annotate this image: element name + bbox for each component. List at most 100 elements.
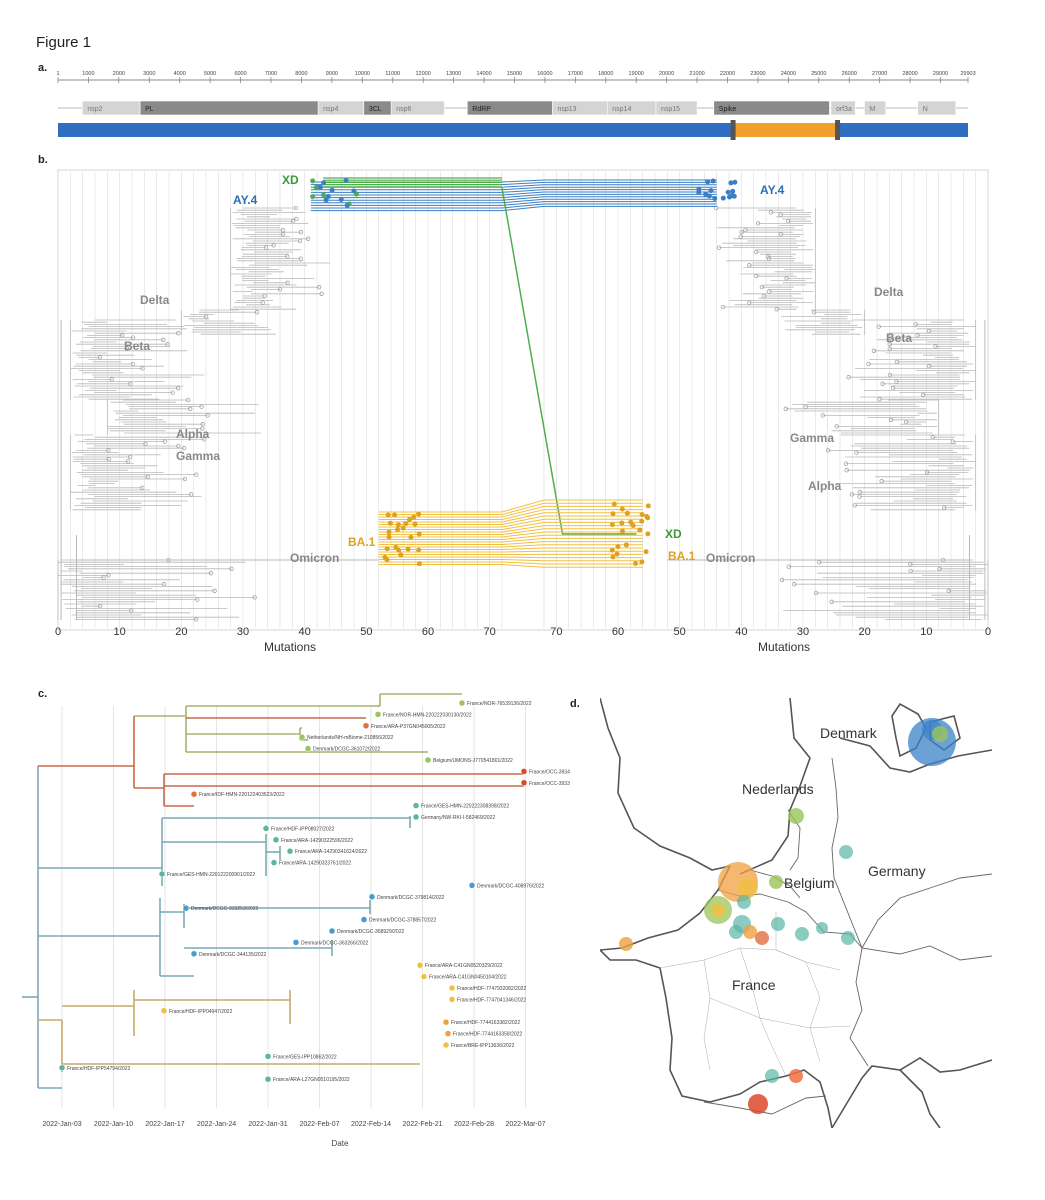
clade-tip (392, 512, 398, 518)
bubble-ges-9 (841, 931, 855, 945)
tt-tip (286, 847, 294, 855)
tt-tip (412, 802, 420, 809)
tree-tip (316, 285, 322, 290)
clade-tip (731, 193, 737, 199)
date-tick-label: 2022-Jan-17 (145, 1121, 184, 1128)
clade-label-left: Alpha (176, 427, 210, 441)
ba1-link (378, 556, 643, 559)
ruler-tick-label: 27000 (872, 71, 887, 77)
clade-tip (633, 560, 639, 566)
gene-block (917, 100, 957, 116)
tree-tip (120, 333, 125, 338)
axis-tick-left: 0 (55, 626, 61, 638)
xd-recombinant-link (501, 187, 637, 535)
tree-tip (866, 361, 871, 367)
tt-tip (362, 722, 370, 730)
tt-tip (292, 939, 300, 946)
tt-tip (468, 882, 476, 889)
clade-label-right: Beta (886, 331, 912, 345)
tree-tip (811, 310, 817, 315)
label-denmark: Denmark (820, 725, 878, 741)
tree-tip (908, 568, 913, 574)
ba1-link (378, 541, 643, 545)
tt-tip (424, 756, 432, 764)
clade-tip (639, 512, 645, 518)
date-tick-label: 2022-Feb-21 (402, 1121, 442, 1128)
tree-tip (109, 377, 114, 382)
axis-title-right: Mutations (758, 640, 810, 654)
gene-block (139, 100, 319, 116)
tree-tip (844, 468, 849, 473)
clade-tip (610, 554, 616, 560)
ruler-tick-label: 22000 (720, 71, 735, 77)
tree-tip (194, 617, 199, 622)
tt-tip (448, 984, 456, 992)
gene-label: nsp2 (87, 106, 102, 113)
axis-tick-right: 20 (859, 626, 871, 638)
axis-tick-left: 60 (422, 626, 434, 638)
tt-tip-label: France/GES-HMN-220122200901/2022 (167, 872, 255, 878)
ba1-link (378, 537, 643, 543)
tree-tip (761, 293, 766, 299)
tree-tip (747, 300, 752, 305)
clade-tip (728, 180, 734, 186)
ruler-tick-label: 14000 (476, 71, 491, 77)
tree-tip (871, 348, 877, 353)
gene-block (830, 100, 856, 116)
axis-tick-right: 60 (612, 626, 624, 638)
tree-tip (846, 375, 851, 380)
ruler-tick-label: 19000 (629, 71, 644, 77)
axis-tick-right: 50 (674, 626, 686, 638)
tree-tip (260, 300, 265, 305)
date-axis-title: Date (332, 1139, 349, 1148)
tree-tip (880, 381, 885, 386)
clade-tip (416, 531, 422, 537)
date-tick-label: 2022-Feb-28 (454, 1121, 494, 1128)
ruler-tick-label: 4000 (174, 71, 186, 77)
tree-tip (319, 291, 324, 296)
ba1-link (378, 509, 643, 520)
axis-tick-left: 40 (299, 626, 311, 638)
tt-tip (360, 916, 368, 923)
clade-tip (623, 542, 629, 548)
axis-tick-left: 20 (175, 626, 187, 638)
tree-tip (813, 590, 819, 596)
tree-tip (915, 333, 920, 338)
tree-tip (849, 492, 854, 497)
ruler-tick-label: 3000 (143, 71, 155, 77)
tree-tip (106, 573, 111, 578)
axis-tick-left: 10 (114, 626, 126, 638)
ruler-tick-label: 11000 (385, 71, 400, 77)
tree-tip (803, 404, 808, 409)
tree-tip (262, 293, 267, 299)
breakpoint-right (835, 120, 841, 140)
clade-tip (609, 522, 615, 528)
clade-tip (624, 510, 630, 516)
ay4-link (310, 193, 717, 199)
gene-label: Spike (719, 106, 737, 113)
tree-tip (716, 245, 722, 250)
ruler-tick-label: 20000 (659, 71, 674, 77)
tt-tip-label: France/OCC-393474/2022 (529, 769, 570, 775)
clade-tip (615, 544, 621, 550)
gene-label: orf3a (836, 106, 852, 113)
clade-tip (338, 196, 344, 202)
tree-tip (176, 386, 181, 391)
tree-tip (195, 597, 200, 602)
bubble-germany (839, 845, 853, 859)
tree-tip (888, 417, 894, 422)
gene-label: 3CL (369, 106, 382, 113)
tree-tip (202, 437, 207, 442)
tt-tip (182, 904, 190, 912)
gene-label: N (923, 106, 928, 113)
clade-tip (726, 194, 732, 200)
tt-tip-label: Denmark/DCGC-408976/2022 (477, 883, 544, 889)
breakpoint-left (730, 120, 736, 140)
tree-tip (766, 256, 771, 261)
axis-title-left: Mutations (264, 640, 316, 654)
tt-tip-label: France/IDF-HMN-220122403523/2022 (199, 792, 285, 798)
ruler-tick-label: 21000 (689, 71, 704, 77)
clade-tip (416, 561, 422, 567)
ruler-tick-label: 25000 (811, 71, 826, 77)
tree-tip (834, 424, 839, 429)
